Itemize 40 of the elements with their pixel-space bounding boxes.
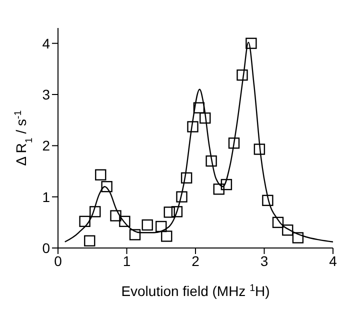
x-tick-label: 4 bbox=[329, 252, 338, 269]
point bbox=[262, 194, 274, 206]
y-tick-label: 0 bbox=[42, 240, 50, 256]
point bbox=[213, 184, 224, 195]
point bbox=[119, 216, 130, 227]
point bbox=[200, 112, 211, 124]
point bbox=[254, 144, 266, 155]
point bbox=[164, 206, 175, 218]
x-axis-title: Evolution field (MHz $^{1}$H) bbox=[121, 282, 270, 299]
point bbox=[79, 216, 90, 227]
point bbox=[101, 181, 112, 192]
y-tick-label: 4 bbox=[42, 35, 50, 52]
y-tick-label: 3 bbox=[42, 86, 50, 102]
x-tick-label: 3 bbox=[260, 252, 268, 269]
point bbox=[193, 102, 205, 114]
point bbox=[176, 191, 188, 202]
point bbox=[228, 138, 240, 149]
point bbox=[187, 121, 198, 132]
point bbox=[272, 216, 284, 228]
point bbox=[95, 169, 106, 180]
point bbox=[161, 230, 172, 242]
point bbox=[84, 235, 96, 246]
point bbox=[246, 38, 257, 49]
point bbox=[171, 206, 183, 218]
point bbox=[90, 206, 101, 218]
x-tick-label: 0 bbox=[54, 252, 62, 269]
x-tick-label: 1 bbox=[122, 252, 131, 269]
point bbox=[129, 229, 141, 240]
x-tick-label: 2 bbox=[192, 252, 200, 269]
point bbox=[156, 220, 167, 232]
point bbox=[206, 155, 217, 167]
y-tick-label: 2 bbox=[42, 138, 50, 154]
point bbox=[282, 224, 294, 236]
point bbox=[142, 219, 153, 231]
point bbox=[110, 210, 122, 222]
point bbox=[236, 69, 248, 81]
point bbox=[292, 232, 304, 244]
y-tick-label: 1 bbox=[42, 188, 50, 205]
point bbox=[180, 172, 192, 184]
point bbox=[220, 178, 232, 190]
